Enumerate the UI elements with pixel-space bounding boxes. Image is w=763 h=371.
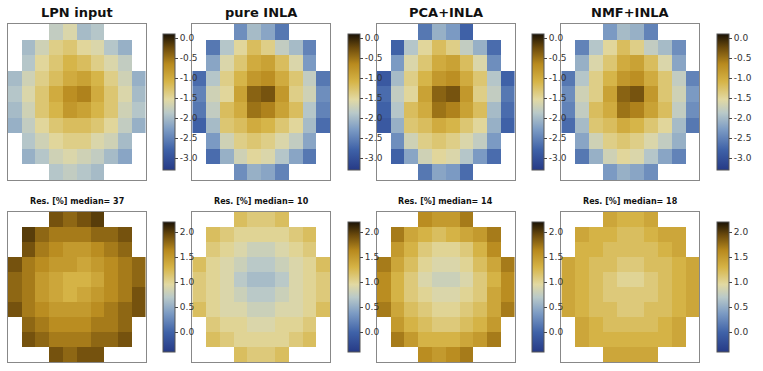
svg-text:-2.5: -2.5 bbox=[180, 133, 198, 143]
svg-text:-1.0: -1.0 bbox=[734, 73, 752, 83]
svg-text:Res. [%] median= 37: Res. [%] median= 37 bbox=[30, 197, 124, 206]
svg-text:-0.5: -0.5 bbox=[365, 53, 383, 63]
svg-text:1.0: 1.0 bbox=[734, 277, 749, 287]
svg-text:PCA+INLA: PCA+INLA bbox=[409, 5, 483, 20]
svg-text:-3.0: -3.0 bbox=[365, 153, 383, 163]
svg-text:LPN input: LPN input bbox=[41, 5, 113, 20]
svg-text:0.0: 0.0 bbox=[734, 327, 749, 337]
svg-text:-0.5: -0.5 bbox=[549, 53, 567, 63]
svg-text:-0.5: -0.5 bbox=[180, 53, 198, 63]
svg-text:0.5: 0.5 bbox=[734, 302, 748, 312]
svg-text:0.0: 0.0 bbox=[549, 327, 564, 337]
svg-text:-2.5: -2.5 bbox=[734, 133, 752, 143]
svg-text:2.0: 2.0 bbox=[549, 227, 564, 237]
svg-text:NMF+INLA: NMF+INLA bbox=[591, 5, 669, 20]
svg-text:Res. [%] median= 10: Res. [%] median= 10 bbox=[214, 197, 309, 206]
svg-text:-1.5: -1.5 bbox=[549, 93, 567, 103]
svg-text:0.5: 0.5 bbox=[365, 302, 379, 312]
svg-text:-1.5: -1.5 bbox=[734, 93, 752, 103]
svg-text:1.0: 1.0 bbox=[365, 277, 380, 287]
svg-text:Res. [%] median= 18: Res. [%] median= 18 bbox=[583, 197, 678, 206]
svg-text:0.0: 0.0 bbox=[549, 33, 564, 43]
svg-text:-2.0: -2.0 bbox=[549, 113, 567, 123]
svg-text:Res. [%] median= 14: Res. [%] median= 14 bbox=[398, 197, 493, 206]
svg-text:-3.0: -3.0 bbox=[734, 153, 752, 163]
svg-text:1.5: 1.5 bbox=[734, 252, 748, 262]
svg-text:1.0: 1.0 bbox=[180, 277, 195, 287]
svg-text:-1.5: -1.5 bbox=[365, 93, 383, 103]
svg-text:1.5: 1.5 bbox=[549, 252, 563, 262]
svg-text:-2.0: -2.0 bbox=[180, 113, 198, 123]
svg-text:-2.5: -2.5 bbox=[365, 133, 383, 143]
svg-text:2.0: 2.0 bbox=[365, 227, 380, 237]
svg-text:1.5: 1.5 bbox=[365, 252, 379, 262]
svg-text:-2.0: -2.0 bbox=[365, 113, 383, 123]
svg-text:-1.5: -1.5 bbox=[180, 93, 198, 103]
svg-text:0.0: 0.0 bbox=[180, 33, 195, 43]
svg-text:0.0: 0.0 bbox=[365, 327, 380, 337]
svg-text:2.0: 2.0 bbox=[734, 227, 749, 237]
svg-text:-3.0: -3.0 bbox=[549, 153, 567, 163]
svg-text:1.0: 1.0 bbox=[549, 277, 564, 287]
svg-text:0.0: 0.0 bbox=[180, 327, 195, 337]
svg-text:0.5: 0.5 bbox=[549, 302, 563, 312]
svg-text:-2.5: -2.5 bbox=[549, 133, 567, 143]
svg-text:-0.5: -0.5 bbox=[734, 53, 752, 63]
svg-text:-1.0: -1.0 bbox=[180, 73, 198, 83]
svg-text:0.0: 0.0 bbox=[734, 33, 749, 43]
svg-text:-3.0: -3.0 bbox=[180, 153, 198, 163]
svg-text:1.5: 1.5 bbox=[180, 252, 194, 262]
svg-text:-2.0: -2.0 bbox=[734, 113, 752, 123]
svg-text:0.5: 0.5 bbox=[180, 302, 194, 312]
svg-text:-1.0: -1.0 bbox=[365, 73, 383, 83]
svg-text:2.0: 2.0 bbox=[180, 227, 195, 237]
svg-text:0.0: 0.0 bbox=[365, 33, 380, 43]
svg-text:pure INLA: pure INLA bbox=[225, 5, 297, 20]
svg-text:-1.0: -1.0 bbox=[549, 73, 567, 83]
